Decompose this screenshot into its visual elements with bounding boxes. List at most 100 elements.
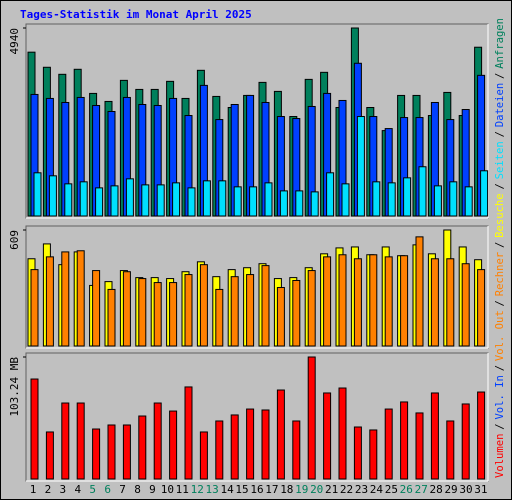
x-tick-label: 22 — [340, 483, 353, 496]
x-tick-label: 5 — [89, 483, 96, 496]
x-tick-label: 17 — [265, 483, 278, 496]
bar — [461, 403, 470, 480]
bar — [310, 191, 319, 217]
x-tick-label: 9 — [149, 483, 156, 496]
x-tick-label: 31 — [474, 483, 487, 496]
x-tick-label: 10 — [161, 483, 174, 496]
x-tick-label: 25 — [385, 483, 398, 496]
bar — [61, 251, 70, 347]
x-tick-label: 30 — [459, 483, 472, 496]
y-tick-label: 4940 — [8, 28, 21, 55]
bar — [187, 187, 196, 217]
bar — [110, 185, 119, 217]
bar — [480, 170, 489, 217]
x-tick-label: 23 — [355, 483, 368, 496]
panel — [25, 352, 489, 482]
bar — [246, 408, 255, 480]
bar — [338, 387, 347, 480]
bar — [122, 424, 131, 480]
bar — [45, 256, 54, 347]
bar — [477, 269, 486, 347]
bar — [218, 180, 227, 217]
bar — [323, 392, 332, 480]
bar — [384, 408, 393, 480]
x-tick-label: 8 — [134, 483, 141, 496]
bar — [76, 402, 85, 480]
bar — [353, 258, 362, 347]
x-tick-label: 19 — [295, 483, 308, 496]
x-tick-label: 11 — [176, 483, 189, 496]
bar — [202, 180, 211, 217]
x-tick-label: 6 — [104, 483, 111, 496]
legend-entry: Anfragen — [493, 18, 506, 69]
bar — [199, 264, 208, 347]
legend-entry: Seiten — [493, 141, 506, 179]
bar — [276, 389, 285, 480]
bar — [323, 256, 332, 347]
bar — [33, 172, 42, 217]
x-tick-label: 21 — [325, 483, 338, 496]
bar — [418, 166, 427, 217]
x-tick-label: 7 — [119, 483, 126, 496]
bar — [169, 282, 178, 347]
bar — [292, 420, 301, 480]
bar — [433, 185, 442, 217]
bar — [261, 409, 270, 480]
bar — [92, 270, 101, 347]
bar — [430, 392, 439, 480]
bar — [230, 276, 239, 347]
x-tick-label: 28 — [430, 483, 443, 496]
x-tick-label: 1 — [30, 483, 37, 496]
bar — [30, 269, 39, 347]
bar — [403, 177, 412, 217]
bar — [184, 274, 193, 347]
bar — [215, 288, 224, 347]
x-tick-label: 15 — [235, 483, 248, 496]
bar — [446, 420, 455, 480]
bar — [107, 288, 116, 347]
bar — [30, 378, 39, 480]
legend-separator: / — [493, 300, 506, 306]
bar — [233, 186, 242, 217]
bar — [199, 431, 208, 480]
y-tick-label: 609 — [8, 230, 21, 250]
bar — [461, 263, 470, 347]
legend-separator: / — [493, 365, 506, 371]
bar — [369, 429, 378, 480]
x-tick-label: 24 — [370, 483, 384, 496]
bar — [92, 428, 101, 480]
bar — [230, 414, 239, 480]
x-tick-label: 26 — [400, 483, 413, 496]
legend-separator: / — [493, 183, 506, 189]
bar — [45, 431, 54, 480]
legend-entry: Rechner — [493, 251, 506, 296]
bar — [122, 271, 131, 347]
legend-separator: / — [493, 131, 506, 137]
bar — [138, 278, 147, 347]
bar — [369, 254, 378, 347]
bar — [415, 412, 424, 480]
bar — [415, 236, 424, 347]
bar — [95, 187, 104, 217]
bar — [169, 410, 178, 480]
bar — [338, 254, 347, 347]
chart-title: Tages-Statistik im Monat April 2025 — [20, 8, 252, 21]
bar — [400, 255, 409, 347]
legend-separator: / — [493, 73, 506, 79]
bar — [76, 250, 85, 347]
x-tick-label: 20 — [310, 483, 323, 496]
bar — [356, 116, 365, 217]
x-tick-label: 14 — [220, 483, 234, 496]
bar — [172, 182, 181, 217]
x-tick-label: 18 — [280, 483, 293, 496]
legend-separator: / — [493, 242, 506, 248]
bar — [61, 402, 70, 480]
bar — [141, 184, 150, 217]
legend-entry: Dateien — [493, 83, 506, 127]
bar — [279, 190, 288, 217]
panel — [25, 225, 489, 349]
bar — [341, 183, 350, 217]
bar — [446, 258, 455, 347]
bar — [125, 178, 134, 217]
legend: Volumen / Vol. In / Vol. Out / Rechner / Besuche… — [493, 18, 506, 478]
